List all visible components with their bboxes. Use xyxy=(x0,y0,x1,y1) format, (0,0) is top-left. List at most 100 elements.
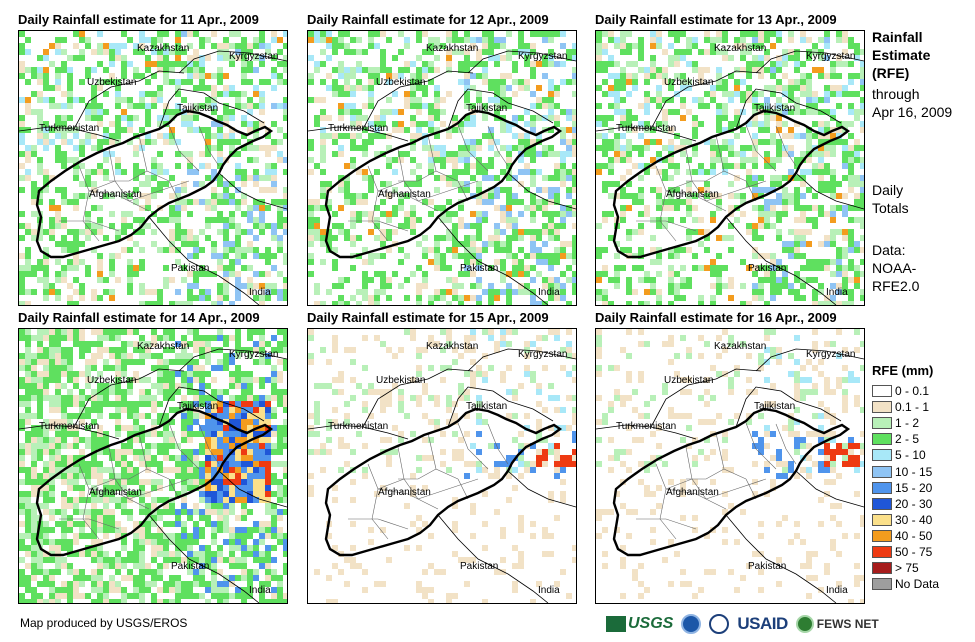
country-border xyxy=(467,50,576,74)
province-border xyxy=(198,125,220,167)
panel-title: Daily Rainfall estimate for 13 Apr., 200… xyxy=(595,12,837,27)
legend-swatch xyxy=(872,449,892,462)
province-border xyxy=(487,423,509,465)
country-label-uzbekistan: Uzbekistan xyxy=(87,77,136,88)
country-label-tajikistan: Tajikistan xyxy=(177,401,218,412)
country-border xyxy=(362,80,429,130)
country-label-kazakhstan: Kazakhstan xyxy=(426,341,478,352)
country-label-pakistan: Pakistan xyxy=(748,561,786,572)
province-border xyxy=(705,180,767,202)
country-border xyxy=(427,70,474,82)
country-border xyxy=(447,386,554,428)
province-border xyxy=(705,478,767,500)
province-border xyxy=(198,423,220,465)
rainfall-grid xyxy=(596,31,864,305)
country-border xyxy=(650,80,717,130)
country-label-kazakhstan: Kazakhstan xyxy=(714,43,766,54)
province-border xyxy=(457,422,489,470)
country-label-tajikistan: Tajikistan xyxy=(754,401,795,412)
country-label-india: India xyxy=(826,287,848,298)
legend-swatch xyxy=(872,417,892,430)
country-border xyxy=(507,470,576,508)
country-label-turkmenistan: Turkmenistan xyxy=(39,421,99,432)
data-line: NOAA- xyxy=(872,260,917,276)
legend-item: 0.1 - 1 xyxy=(872,399,972,415)
country-label-pakistan: Pakistan xyxy=(460,561,498,572)
province-border xyxy=(636,220,697,232)
panel-title: Daily Rainfall estimate for 15 Apr., 200… xyxy=(307,310,549,325)
country-label-uzbekistan: Uzbekistan xyxy=(376,77,425,88)
legend-swatch xyxy=(872,401,892,414)
province-border xyxy=(457,124,489,172)
data-line: Data: xyxy=(872,242,906,258)
country-border xyxy=(178,50,287,74)
country-label-uzbekistan: Uzbekistan xyxy=(87,375,136,386)
country-border xyxy=(735,386,842,428)
map-credit: Map produced by USGS/EROS xyxy=(20,616,188,630)
legend-swatch xyxy=(872,578,892,591)
province-border xyxy=(168,124,200,172)
legend-item: 30 - 40 xyxy=(872,512,972,528)
country-border xyxy=(138,70,185,82)
country-label-afghanistan: Afghanistan xyxy=(378,189,431,200)
legend-label: 40 - 50 xyxy=(895,528,933,543)
country-border xyxy=(362,378,429,428)
country-border xyxy=(467,348,576,372)
province-border xyxy=(398,170,437,182)
country-border xyxy=(158,386,265,428)
country-label-pakistan: Pakistan xyxy=(748,263,786,274)
country-border xyxy=(650,378,717,428)
country-label-turkmenistan: Turkmenistan xyxy=(616,123,676,134)
through-label: through xyxy=(872,86,920,102)
fews-wordmark: FEWS NET xyxy=(816,617,879,631)
legend-swatch xyxy=(872,465,892,478)
country-border xyxy=(437,514,549,603)
country-label-afghanistan: Afghanistan xyxy=(89,487,142,498)
legend-title: RFE (mm) xyxy=(872,363,934,378)
country-label-tajikistan: Tajikistan xyxy=(466,103,507,114)
noaa-logo xyxy=(681,614,702,634)
legend-item: 40 - 50 xyxy=(872,528,972,544)
country-label-afghanistan: Afghanistan xyxy=(666,189,719,200)
panel-title: Daily Rainfall estimate for 12 Apr., 200… xyxy=(307,12,549,27)
province-border xyxy=(457,478,469,500)
province-border xyxy=(348,220,409,232)
country-label-afghanistan: Afghanistan xyxy=(666,487,719,498)
country-border xyxy=(725,514,837,603)
province-border xyxy=(377,478,405,490)
rainfall-grid xyxy=(308,31,576,305)
province-border xyxy=(665,488,727,510)
rainfall-grid xyxy=(596,329,864,603)
legend-item: No Data xyxy=(872,576,972,592)
seal-icon xyxy=(709,614,730,634)
province-border xyxy=(487,125,509,167)
legend-label: 15 - 20 xyxy=(895,480,933,495)
country-border xyxy=(138,368,185,380)
panel-title: Daily Rainfall estimate for 14 Apr., 200… xyxy=(18,310,260,325)
afghanistan-border xyxy=(612,407,851,557)
legend-swatch xyxy=(872,513,892,526)
country-label-turkmenistan: Turkmenistan xyxy=(328,123,388,134)
globe-icon xyxy=(795,615,814,633)
legend-swatch xyxy=(872,545,892,558)
rainfall-map: Kazakhstan Kyrgyzstan Uzbekistan Tajikistan… xyxy=(595,328,865,604)
country-border xyxy=(148,514,260,603)
country-label-tajikistan: Tajikistan xyxy=(466,401,507,412)
province-border xyxy=(168,422,200,470)
country-label-kazakhstan: Kazakhstan xyxy=(426,43,478,54)
province-border xyxy=(686,170,725,182)
legend-label: No Data xyxy=(895,577,940,592)
country-label-afghanistan: Afghanistan xyxy=(378,487,431,498)
afghanistan-border xyxy=(324,407,563,557)
legend-item: 20 - 30 xyxy=(872,496,972,512)
legend-item: > 75 xyxy=(872,560,972,576)
country-border xyxy=(755,348,864,372)
country-border xyxy=(795,470,864,508)
country-border xyxy=(507,172,576,210)
province-border xyxy=(665,180,693,192)
country-label-uzbekistan: Uzbekistan xyxy=(664,77,713,88)
country-border xyxy=(715,368,762,380)
logo-strip: USGS USAID FEWS NET xyxy=(606,611,887,637)
